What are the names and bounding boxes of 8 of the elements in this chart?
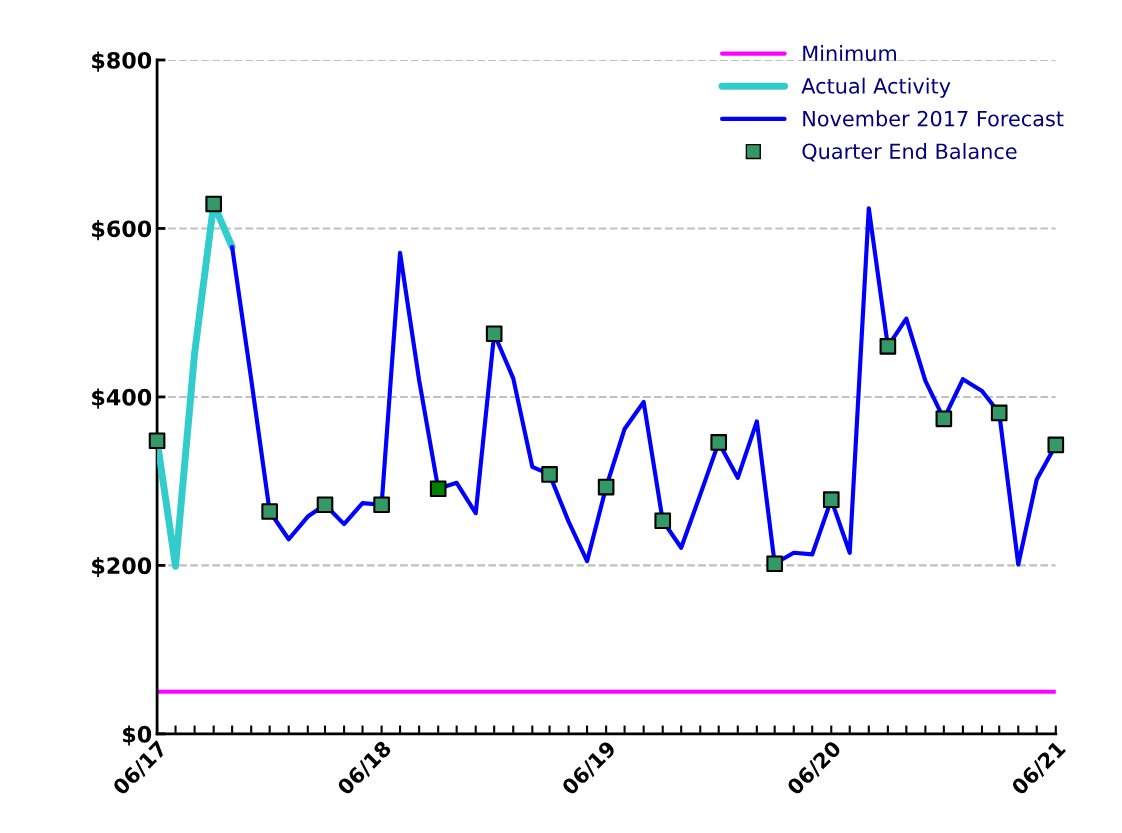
y-tick-label: $800 bbox=[92, 51, 152, 72]
legend-label: Actual Activity bbox=[801, 77, 951, 98]
y-tick-label: $200 bbox=[92, 556, 152, 578]
legend-label: Quarter End Balance bbox=[802, 143, 1017, 162]
legend-label: Minimum bbox=[803, 45, 897, 62]
y-tick-label: $400 bbox=[92, 388, 152, 409]
legend-label: November 2017 Forecast bbox=[803, 110, 1064, 127]
y-tick-label: $600 bbox=[92, 220, 152, 241]
